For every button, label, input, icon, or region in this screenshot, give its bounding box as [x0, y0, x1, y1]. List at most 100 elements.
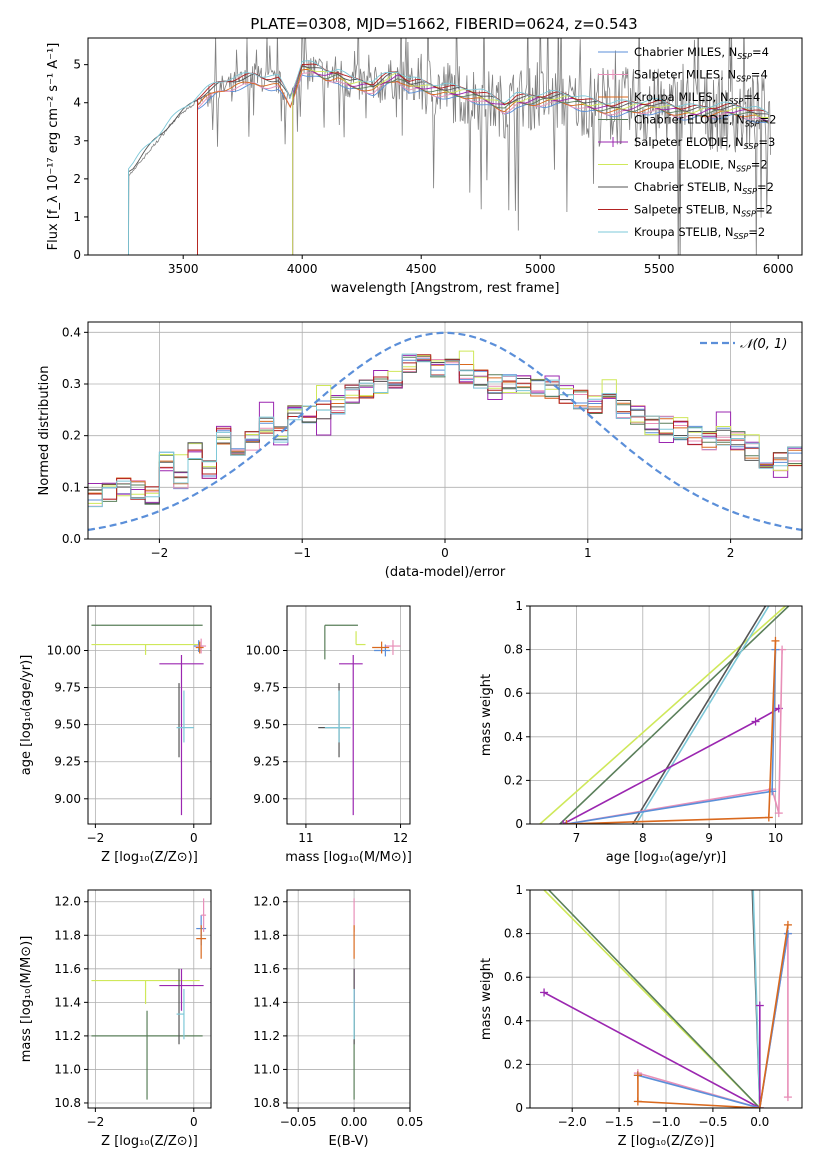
legend: 𝒩(0, 1) — [700, 337, 787, 352]
plus-marker — [783, 1093, 792, 1102]
panel-mass-weight-vs-Z: −2.0 −1.5 −1.0 −0.5 0.0 0 0.2 0.4 0.6 0.8 1 Z [log₁… — [479, 883, 803, 1149]
y-tick-label: 0.3 — [62, 377, 81, 391]
legend-n: 2 — [760, 158, 767, 172]
legend-name: Chabrier STELIB — [634, 180, 726, 194]
y-tick-label: 11.2 — [54, 1029, 81, 1043]
y-tick-label: 0.2 — [504, 1057, 523, 1071]
x-tick-label: 5500 — [644, 262, 675, 276]
legend-sub: SSP — [742, 187, 757, 196]
x-tick-label: −2 — [87, 831, 105, 845]
legend-eq: = — [748, 225, 758, 239]
y-tick-label: 11.0 — [253, 1062, 280, 1076]
legend-n-prefix: , N — [725, 203, 741, 217]
x-tick-label: 0 — [190, 831, 198, 845]
x-tick-label: 1 — [584, 546, 592, 560]
y-tick-label: 9.75 — [253, 681, 280, 695]
y-tick-label: 10.8 — [54, 1096, 81, 1110]
x-tick-label: −1.0 — [651, 1115, 680, 1129]
legend-entry: Salpeter ELODIE, NSSP=3 — [634, 135, 775, 151]
panel-age-vs-Z: −2 0 9.00 9.25 9.50 9.75 10.00 Z [log₁₀(Z/Z⊙)] a… — [19, 605, 212, 865]
mass-weight-line — [632, 606, 767, 824]
legend-n-prefix: , N — [713, 90, 729, 104]
legend-entry: Salpeter STELIB, NSSP=2 — [634, 203, 773, 219]
legend-n-prefix: , N — [726, 180, 742, 194]
y-tick-label: 11.8 — [54, 928, 81, 942]
y-tick-label: 11.4 — [54, 995, 81, 1009]
legend-n-prefix: , N — [728, 135, 744, 149]
y-tick-label: 9.50 — [54, 718, 81, 732]
x-tick-label: −1 — [293, 546, 311, 560]
legend-n: 4 — [762, 45, 769, 59]
legend-n-prefix: , N — [720, 158, 736, 172]
y-tick-label: 12.0 — [253, 895, 280, 909]
x-axis-label: Z [log₁₀(Z/Z⊙)] — [618, 1134, 715, 1149]
x-tick-label: 4000 — [287, 262, 318, 276]
plus-marker — [562, 820, 571, 824]
legend-name: Kroupa ELODIE — [634, 158, 720, 172]
model-line — [292, 65, 769, 255]
plus-marker — [755, 1104, 764, 1108]
x-tick-label: 4500 — [406, 262, 437, 276]
legend-n: 2 — [767, 180, 774, 194]
legend-entry: Kroupa MILES, NSSP=4 — [634, 90, 760, 106]
y-axis-label: mass weight — [479, 958, 494, 1040]
model-line — [128, 60, 769, 255]
plus-marker — [783, 929, 792, 938]
legend-sub: SSP — [737, 52, 752, 61]
legend-n-prefix: , N — [729, 113, 745, 127]
y-tick-label: 0 — [515, 817, 523, 831]
errorbar-point — [195, 641, 204, 654]
axes-frame — [87, 889, 212, 1109]
panel-residuals: −2 −1 0 1 2 0.0 0.1 0.2 0.3 0.4 (data-model)/error… — [37, 321, 803, 580]
y-tick-label: 11.0 — [54, 1062, 81, 1076]
mass-weight-line — [637, 924, 789, 1108]
errorbar-point — [339, 654, 363, 816]
x-tick-label: 2 — [727, 546, 735, 560]
plot-area — [318, 624, 401, 816]
plot-area — [128, 38, 771, 255]
legend-eq: = — [760, 113, 770, 127]
mass-weight-line — [637, 933, 789, 1108]
y-axis-label: mass [log₁₀(M/M⊙)] — [19, 936, 34, 1063]
legend-entry: Salpeter MILES, NSSP=4 — [634, 68, 768, 84]
y-tick-label: 9.25 — [54, 755, 81, 769]
legend-entry: Kroupa STELIB, NSSP=2 — [634, 225, 765, 241]
y-tick-label: 0.8 — [504, 643, 523, 657]
y-tick-label: 0.8 — [504, 927, 523, 941]
legend-eq: = — [757, 180, 767, 194]
y-tick-label: 0.6 — [504, 686, 523, 700]
y-axis-label: age [log₁₀(age/yr)] — [19, 655, 34, 776]
axes-frame — [87, 37, 803, 256]
legend-name: Salpeter MILES — [634, 68, 720, 82]
x-tick-label: −0.05 — [280, 1115, 317, 1129]
y-tick-label: 10.8 — [253, 1096, 280, 1110]
x-tick-label: 8 — [639, 831, 647, 845]
y-axis-label: Flux [f_λ 10⁻¹⁷ erg cm⁻² s⁻¹ A⁻¹] — [46, 43, 61, 251]
x-axis-label: wavelength [Angstrom, rest frame] — [331, 281, 560, 296]
histogram-step — [88, 358, 802, 505]
legend-entry: Kroupa ELODIE, NSSP=2 — [634, 158, 768, 174]
mass-weight-line — [539, 606, 786, 824]
x-tick-label: −1.5 — [605, 1115, 634, 1129]
plus-marker — [774, 809, 783, 818]
y-tick-label: 3 — [73, 134, 81, 148]
legend-entry: Chabrier ELODIE, NSSP=2 — [634, 113, 776, 129]
model-line — [128, 64, 769, 255]
x-axis-label: E(B-V) — [328, 1134, 368, 1149]
legend-sub: SSP — [744, 142, 759, 151]
y-tick-label: 9.50 — [253, 718, 280, 732]
x-tick-label: 0 — [441, 546, 449, 560]
y-tick-label: 0.2 — [62, 429, 81, 443]
errorbar-point — [324, 624, 358, 660]
errorbar-point — [159, 968, 204, 1011]
x-axis-label: age [log₁₀(age/yr)] — [606, 850, 727, 865]
axes-frame — [529, 889, 803, 1109]
errorbar-point — [176, 988, 185, 1040]
y-tick-label: 9.25 — [253, 755, 280, 769]
legend-name: Chabrier ELODIE — [634, 113, 729, 127]
y-tick-label: 0.0 — [62, 532, 81, 546]
plus-marker — [783, 920, 792, 929]
errorbar-point — [201, 898, 207, 932]
plus-marker — [633, 1071, 642, 1080]
